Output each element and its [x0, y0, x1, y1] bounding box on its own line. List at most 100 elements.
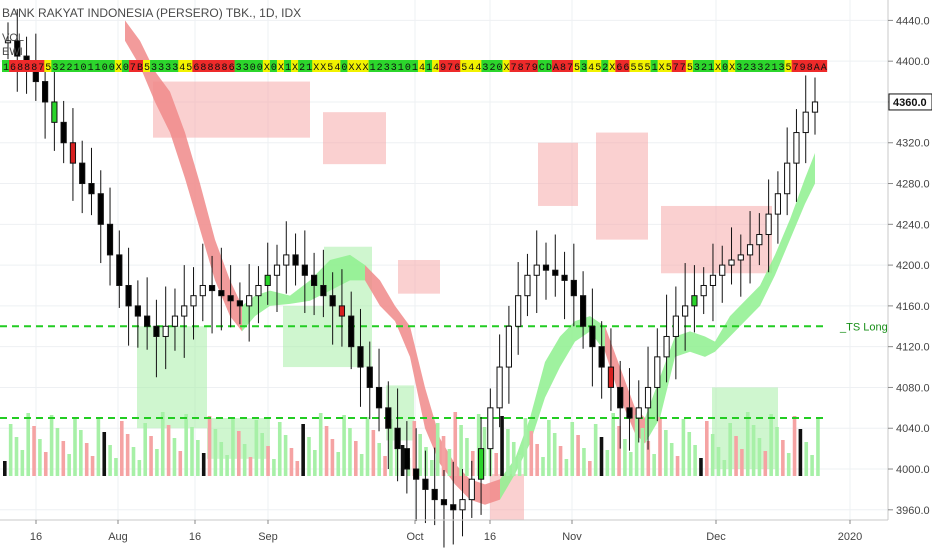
candle-body: [338, 305, 346, 317]
volume-bar: [213, 429, 218, 476]
strip-char: 2: [299, 63, 305, 74]
strip-char: 0: [341, 63, 347, 74]
volume-bar: [816, 418, 820, 476]
strip-cell: [255, 60, 264, 72]
volume-bar: [599, 437, 604, 476]
strip-cell: [777, 60, 785, 72]
candle-body: [580, 295, 587, 327]
strip-cell: [157, 60, 165, 72]
candle-body: [97, 193, 104, 225]
strip-char: 2: [377, 63, 383, 74]
strip-char: A: [814, 63, 820, 74]
strip-char: 0: [109, 63, 115, 74]
strip-char: 7: [673, 63, 679, 74]
candle-body: [320, 284, 327, 297]
volume-bar: [517, 455, 522, 476]
volume-bar: [125, 434, 130, 476]
volume-bar: [73, 417, 77, 476]
volume-bar: [751, 425, 756, 476]
volume-bar: [389, 419, 393, 476]
strip-cell: [284, 60, 292, 72]
strip-char: X: [363, 63, 369, 74]
candle-body: [329, 295, 336, 307]
strip-char: 3: [243, 63, 249, 74]
volume-bar: [459, 425, 463, 476]
volume-bar: [582, 448, 586, 476]
candle-body: [802, 111, 809, 134]
strip-cell: [699, 60, 708, 72]
volume-bar: [61, 441, 66, 476]
ribbon-band: [605, 326, 645, 444]
zone-box: [596, 132, 648, 240]
strip-cell: [305, 60, 313, 72]
y-tick-label: 4400.0: [896, 56, 930, 68]
strip-char: 5: [461, 63, 467, 74]
candle-body: [654, 356, 661, 388]
volume-bar: [669, 443, 674, 476]
x-tick-label: Dec: [706, 531, 726, 543]
strip-cell: [460, 60, 468, 72]
strip-char: 0: [250, 63, 256, 74]
strip-char: 4: [334, 63, 340, 74]
strip-char: 0: [722, 63, 728, 74]
volume-bar: [541, 457, 545, 476]
candle-body: [273, 264, 281, 276]
strip-char: X: [729, 63, 735, 74]
candle-body: [672, 315, 679, 337]
volume-bar: [371, 430, 376, 476]
candle-body: [682, 305, 689, 317]
strip-cell: [185, 60, 193, 72]
strip-cell: [9, 60, 17, 72]
volume-bar: [307, 437, 311, 476]
candle-body: [700, 284, 707, 297]
strip-cell: [685, 60, 694, 72]
strip-cell: [516, 60, 524, 72]
candle-body: [403, 448, 410, 470]
strip-cell: [375, 60, 383, 72]
strip-cell: [537, 60, 546, 72]
volume-bar: [441, 436, 446, 476]
strip-char: 0: [405, 63, 411, 74]
strip-char: 8: [518, 63, 524, 74]
volume-bar: [628, 452, 633, 476]
volume-bar: [277, 422, 282, 476]
volume-bar: [418, 434, 422, 476]
strip-cell: [417, 60, 426, 72]
strip-char: 7: [447, 63, 453, 74]
y-tick-label: 3960.0: [896, 505, 930, 517]
candle-body: [311, 274, 318, 286]
strip-char: 1: [88, 63, 94, 74]
candle-body: [106, 223, 114, 256]
strip-char: 8: [24, 63, 30, 74]
strip-char: 1: [412, 63, 418, 74]
volume-bar: [757, 438, 762, 476]
candle-body: [255, 284, 262, 297]
candle-body: [524, 274, 531, 297]
strip-char: 2: [66, 63, 72, 74]
strip-cell: [269, 60, 278, 72]
volume-bar: [535, 444, 539, 476]
strip-cell: [227, 60, 235, 72]
y-tick-label: 4320.0: [896, 138, 930, 150]
candle-body: [51, 101, 58, 123]
strip-char: X: [320, 63, 326, 74]
volume-bar: [728, 423, 732, 476]
volume-bar: [184, 414, 188, 476]
x-tick-label: Aug: [108, 531, 128, 543]
strip-char: 3: [750, 63, 756, 74]
volume-bar: [769, 414, 773, 476]
volume-bar: [260, 433, 264, 476]
strip-cell: [2, 60, 10, 72]
zone-box: [712, 387, 778, 470]
strip-cell: [389, 60, 398, 72]
strip-char: 6: [616, 63, 622, 74]
strip-cell: [551, 60, 560, 72]
strip-cell: [615, 60, 623, 72]
volume-bar: [471, 451, 475, 476]
volume-bar: [225, 455, 229, 476]
x-tick-label: 16: [484, 531, 496, 543]
volume-bar: [237, 431, 241, 476]
